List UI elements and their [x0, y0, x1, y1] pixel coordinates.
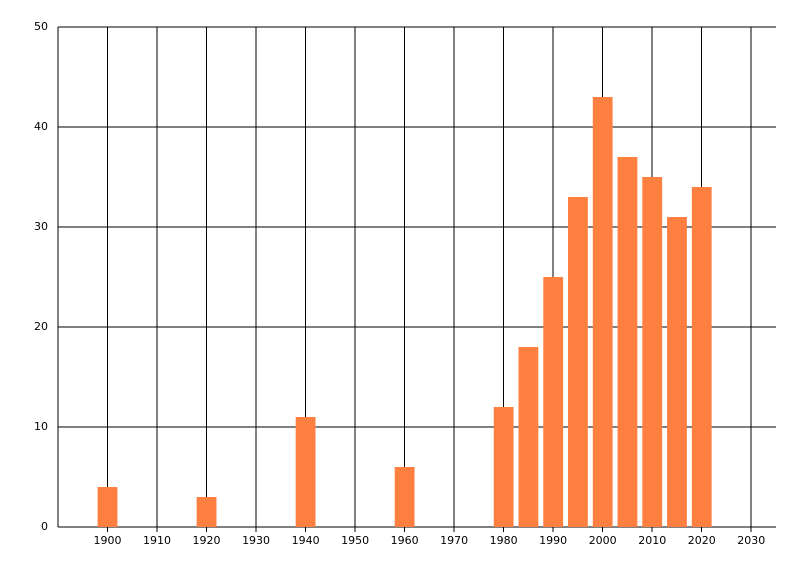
x-tick-label: 2000	[589, 534, 617, 547]
bar	[394, 467, 415, 527]
x-tick-label: 1910	[143, 534, 171, 547]
x-tick-label: 1940	[292, 534, 320, 547]
x-tick-label: 1970	[440, 534, 468, 547]
bar	[617, 157, 638, 527]
bar	[667, 217, 687, 527]
bar	[568, 197, 588, 527]
x-tick-label: 1950	[341, 534, 369, 547]
bar	[691, 187, 712, 527]
y-tick-label: 0	[41, 520, 48, 533]
x-tick-label: 2030	[737, 534, 765, 547]
bar	[518, 347, 539, 527]
bar	[592, 97, 613, 527]
x-tick-label: 2010	[638, 534, 666, 547]
bar	[196, 497, 217, 527]
x-tick-label: 1900	[94, 534, 122, 547]
bar	[493, 407, 514, 527]
y-tick-label: 40	[34, 120, 48, 133]
bar	[642, 177, 663, 527]
x-tick-label: 1920	[193, 534, 221, 547]
y-tick-label: 20	[34, 320, 48, 333]
bar	[295, 417, 316, 527]
x-tick-label: 1990	[539, 534, 567, 547]
x-tick-label: 1960	[391, 534, 419, 547]
x-tick-label: 2020	[688, 534, 716, 547]
y-tick-label: 10	[34, 420, 48, 433]
bar	[97, 487, 118, 527]
x-tick-label: 1980	[490, 534, 518, 547]
bar	[543, 277, 564, 527]
x-tick-label: 1930	[242, 534, 270, 547]
y-tick-label: 50	[34, 20, 48, 33]
y-tick-label: 30	[34, 220, 48, 233]
